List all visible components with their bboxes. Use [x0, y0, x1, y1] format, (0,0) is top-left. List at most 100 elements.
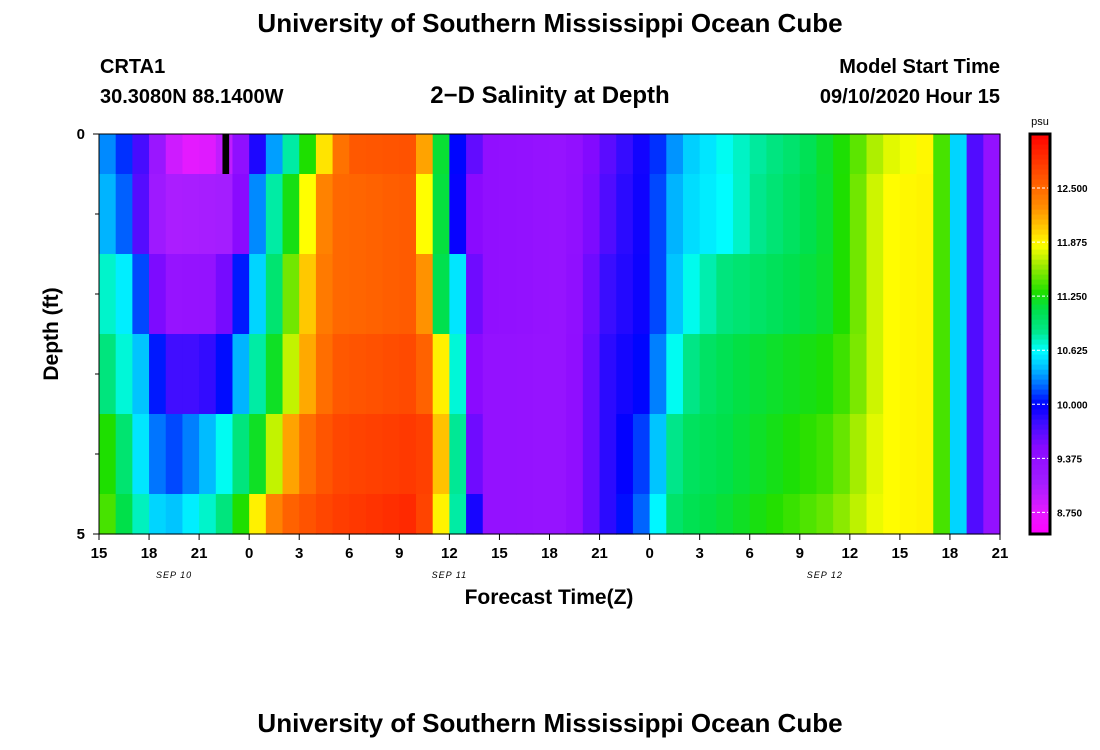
heatmap-cell	[799, 414, 818, 495]
heatmap-cell	[165, 414, 184, 495]
heatmap-cell	[299, 134, 317, 175]
colorbar: 8.750 9.375 10.000 10.625 11.250 11.875 12.500…	[1028, 116, 1088, 536]
heatmap-cell	[716, 334, 734, 415]
heatmap-cell	[833, 134, 851, 175]
heatmap-cell	[99, 134, 117, 175]
model-start-label: Model Start Time	[839, 56, 1000, 78]
colorbar-tick-label: 12.500	[1057, 184, 1088, 195]
heatmap-cell	[132, 414, 150, 495]
heatmap-cell	[966, 494, 984, 535]
heatmap-cell	[582, 414, 601, 495]
heatmap-cell	[883, 254, 901, 335]
heatmap-cell	[299, 334, 317, 415]
heatmap-cell	[115, 174, 133, 255]
heatmap-cell	[165, 494, 184, 535]
colorbar-segment	[1030, 264, 1050, 270]
heatmap-cell	[966, 414, 984, 495]
x-date-label: SEP 12	[807, 570, 843, 580]
heatmap-cell	[199, 494, 217, 535]
heatmap-cell	[866, 414, 884, 495]
x-tick-label: 18	[541, 545, 558, 562]
heatmap-cell	[182, 254, 200, 335]
heatmap-cell	[883, 334, 901, 415]
heatmap-cell	[349, 174, 367, 255]
heatmap-cell	[933, 134, 951, 175]
heatmap-cell	[949, 254, 968, 335]
colorbar-segment	[1030, 389, 1050, 395]
heatmap-cell	[816, 134, 834, 175]
heatmap-cell	[599, 134, 617, 175]
colorbar-segment	[1030, 199, 1050, 205]
heatmap-cell	[182, 134, 200, 175]
heatmap-cell	[365, 134, 384, 175]
heatmap-cell	[332, 134, 350, 175]
heatmap-cell	[382, 134, 400, 175]
heatmap-cell	[499, 414, 517, 495]
heatmap-cell	[449, 414, 467, 495]
x-date-label: SEP 10	[156, 570, 192, 580]
heatmap-cell	[949, 134, 968, 175]
heatmap-cell	[315, 134, 334, 175]
heatmap-cell	[849, 494, 868, 535]
heatmap-cell	[549, 334, 567, 415]
heatmap-cell	[949, 494, 968, 535]
colorbar-unit-label: psu	[1031, 116, 1049, 128]
heatmap-cell	[933, 254, 951, 335]
colorbar-segment	[1030, 289, 1050, 295]
heatmap-cell	[949, 334, 968, 415]
heatmap-cell	[649, 414, 667, 495]
colorbar-segment	[1030, 459, 1050, 465]
heatmap-cell	[349, 414, 367, 495]
heatmap-cell	[532, 134, 551, 175]
heatmap-cell	[349, 254, 367, 335]
heatmap-cell	[449, 134, 467, 175]
colorbar-segment	[1030, 309, 1050, 315]
heatmap-cell	[249, 414, 267, 495]
heatmap-cell	[115, 334, 133, 415]
heatmap-cell	[215, 334, 234, 415]
heatmap-cell	[232, 134, 250, 175]
heatmap-cell	[566, 134, 584, 175]
heatmap-cell	[499, 134, 517, 175]
heatmap-cell	[432, 134, 450, 175]
heatmap-cell	[115, 494, 133, 535]
heatmap-cell	[132, 134, 150, 175]
heatmap-cell	[749, 254, 768, 335]
heatmap-cell	[99, 254, 117, 335]
heatmap-cell	[682, 174, 701, 255]
heatmap-cell	[382, 254, 400, 335]
heatmap-cell	[432, 334, 450, 415]
heatmap-cell	[332, 254, 350, 335]
heatmap-cell	[949, 174, 968, 255]
heatmap-cell	[783, 134, 801, 175]
heatmap-cell	[599, 334, 617, 415]
heatmap-cell	[416, 334, 434, 415]
colorbar-segment	[1030, 489, 1050, 495]
colorbar-segment	[1030, 394, 1050, 400]
colorbar-segment	[1030, 229, 1050, 235]
heatmap-cell	[582, 254, 601, 335]
heatmap-cell	[983, 494, 1001, 535]
heatmap-cell	[516, 134, 534, 175]
heatmap-cell	[716, 414, 734, 495]
heatmap-cell	[132, 494, 150, 535]
x-tick-label: 15	[491, 545, 508, 562]
colorbar-segment	[1030, 469, 1050, 475]
heatmap-cell	[899, 254, 918, 335]
heatmap-cell	[749, 134, 768, 175]
heatmap-cell	[132, 334, 150, 415]
heatmap-cell	[632, 134, 651, 175]
heatmap-cell	[516, 494, 534, 535]
y-axis-label: Depth (ft)	[40, 287, 63, 380]
heatmap-cell	[532, 334, 551, 415]
chart-title: 2−D Salinity at Depth	[430, 82, 670, 109]
colorbar-segment	[1030, 514, 1050, 520]
heatmap-cell	[149, 334, 167, 415]
colorbar-segment	[1030, 164, 1050, 170]
heatmap-cell	[182, 174, 200, 255]
heatmap-cell	[482, 494, 501, 535]
heatmap-cell	[482, 134, 501, 175]
heatmap-cell	[365, 414, 384, 495]
heatmap-cell	[315, 414, 334, 495]
colorbar-segment	[1030, 154, 1050, 160]
